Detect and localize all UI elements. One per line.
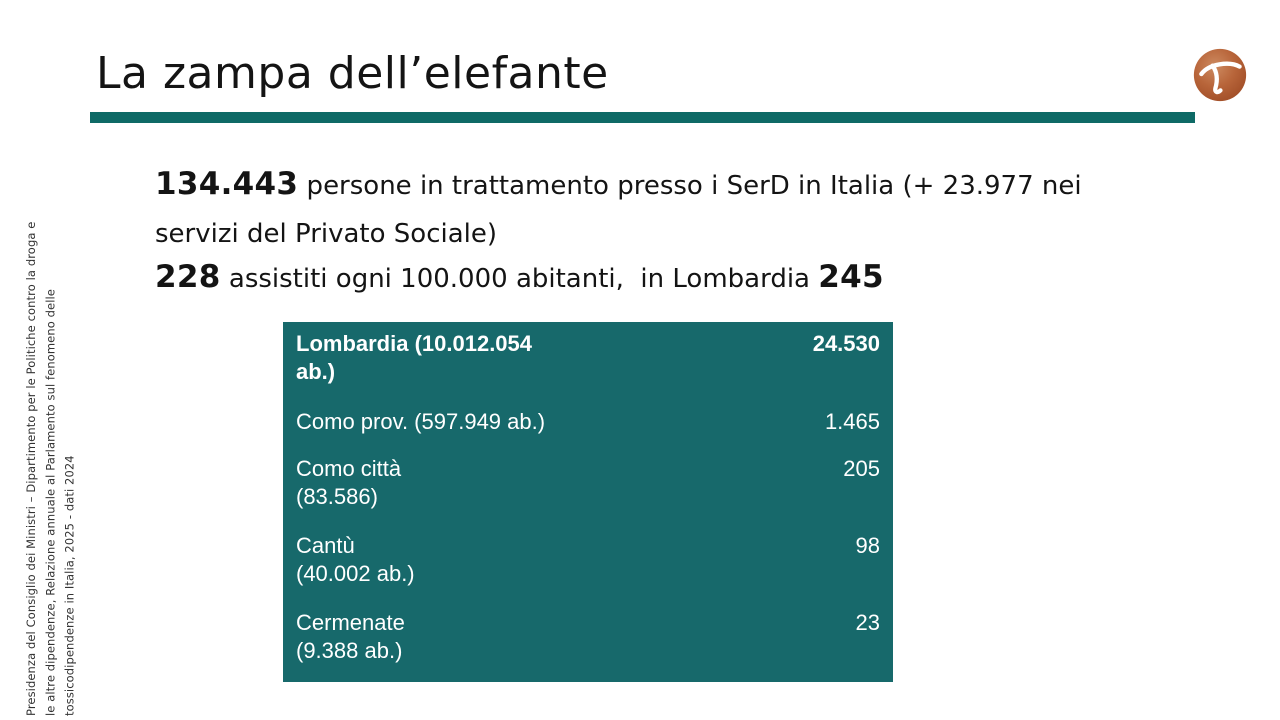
table-row-cantu: Cantù (40.002 ab.) 98: [283, 524, 893, 601]
paragraph-serd-italia: 134.443 persone in trattamento presso i …: [155, 160, 1225, 258]
tau-stem-stroke: [1210, 63, 1223, 95]
row-value: 1.465: [824, 409, 880, 434]
paragraph-assistiti-rate-text: assistiti ogni 100.000 abitanti, in Lomb…: [220, 264, 819, 294]
stat-rate-lombardia: 245: [818, 259, 884, 295]
row-value: 205: [843, 456, 880, 481]
paragraph-serd-italia-text: persone in trattamento presso i SerD in …: [155, 171, 1082, 249]
treatment-stats-table: Lombardia (10.012.054 ab.) 24.530 Como p…: [283, 322, 893, 682]
table-row-cermenate: Cermenate (9.388 ab.) 23: [283, 601, 893, 682]
title-underline-rule: [90, 112, 1195, 123]
stat-rate-italia: 228: [155, 259, 221, 295]
row-label: Cantù (40.002 ab.): [296, 533, 415, 586]
row-value: 98: [855, 533, 880, 558]
paragraph-assistiti-rate: 228 assistiti ogni 100.000 abitanti, in …: [155, 253, 1225, 303]
table-row-como-citta: Como città (83.586) 205: [283, 447, 893, 524]
stat-total-serd: 134.443: [155, 166, 299, 202]
row-label: Cermenate (9.388 ab.): [296, 610, 405, 663]
slide-title: La zampa dell’elefante: [96, 48, 609, 99]
source-citation-vertical: Presidenza del Consiglio dei Ministri – …: [24, 221, 77, 716]
row-label: Como prov. (597.949 ab.): [296, 409, 546, 434]
tau-logo-icon: [1192, 47, 1248, 103]
tau-top-stroke: [1199, 61, 1242, 77]
row-value: 23: [855, 610, 880, 635]
row-label: Lombardia (10.012.054 ab.): [296, 331, 533, 384]
row-label: Como città (83.586): [296, 456, 402, 509]
table-row-como-prov: Como prov. (597.949 ab.) 1.465: [283, 400, 893, 447]
row-value: 24.530: [812, 331, 880, 356]
table-row-lombardia: Lombardia (10.012.054 ab.) 24.530: [283, 322, 893, 400]
logo-circle: [1193, 48, 1247, 102]
